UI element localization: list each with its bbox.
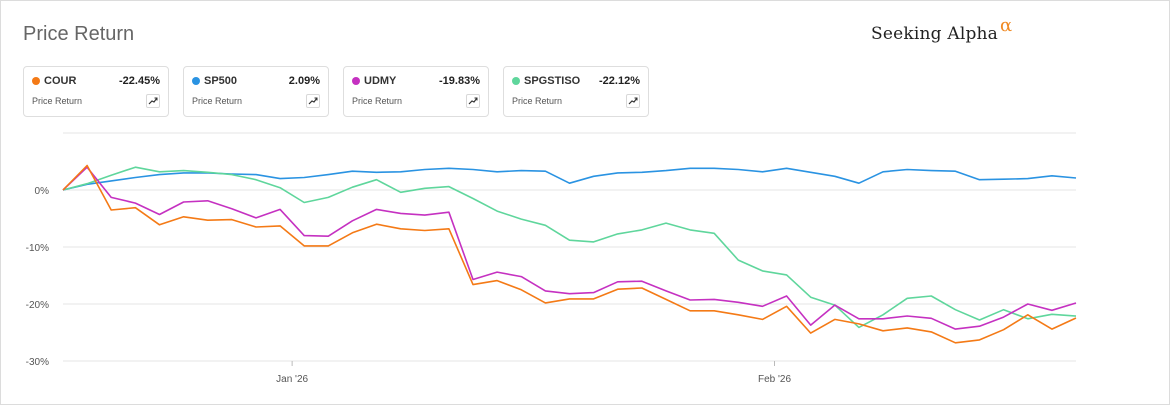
line-chart[interactable]: 0% -10% -20% -30% Jan '26 Feb '26 <box>1 121 1169 404</box>
y-tick-label: -20% <box>26 300 49 311</box>
x-tick-label: Jan '26 <box>276 374 308 385</box>
trend-icon[interactable] <box>466 94 480 108</box>
legend-value: -22.12% <box>599 75 640 87</box>
trend-icon[interactable] <box>146 94 160 108</box>
y-tick-label: -30% <box>26 357 49 368</box>
legend-ticker: SPGSTISO <box>524 75 581 87</box>
series-line-cour <box>62 164 1077 344</box>
page-title: Price Return <box>23 23 135 45</box>
legend-card-udmy[interactable]: UDMY -19.83% Price Return <box>343 66 489 117</box>
legend-subtitle: Price Return <box>512 96 563 106</box>
legend-value: -22.45% <box>119 75 160 87</box>
brand-logo: Seeking Alpha α <box>871 15 1012 44</box>
legend-card-spgstiso[interactable]: SPGSTISO -22.12% Price Return <box>503 66 649 117</box>
x-tick-label: Feb '26 <box>758 374 791 385</box>
legend-subtitle: Price Return <box>32 96 83 106</box>
legend-ticker: COUR <box>44 75 77 87</box>
trend-icon[interactable] <box>306 94 320 108</box>
brand-name: Seeking Alpha <box>871 24 999 44</box>
legend-card-sp500[interactable]: SP500 2.09% Price Return <box>183 66 329 117</box>
legend-subtitle: Price Return <box>352 96 403 106</box>
y-tick-label: 0% <box>35 186 50 197</box>
series-line-udmy <box>62 166 1077 330</box>
legend-ticker: UDMY <box>364 75 397 87</box>
series-line-sp500 <box>62 167 1077 191</box>
series-line-spgstiso <box>62 166 1077 329</box>
y-tick-label: -10% <box>26 243 49 254</box>
series-dot-icon <box>32 77 40 85</box>
series-dot-icon <box>192 77 200 85</box>
legend-value: -19.83% <box>439 75 480 87</box>
legend-value: 2.09% <box>288 75 320 87</box>
legend-card-cour[interactable]: COUR -22.45% Price Return <box>23 66 169 117</box>
series-dot-icon <box>352 77 360 85</box>
series-dot-icon <box>512 77 520 85</box>
alpha-icon: α <box>1000 15 1013 36</box>
legend-subtitle: Price Return <box>192 96 243 106</box>
trend-icon[interactable] <box>626 94 640 108</box>
legend-ticker: SP500 <box>204 75 238 87</box>
